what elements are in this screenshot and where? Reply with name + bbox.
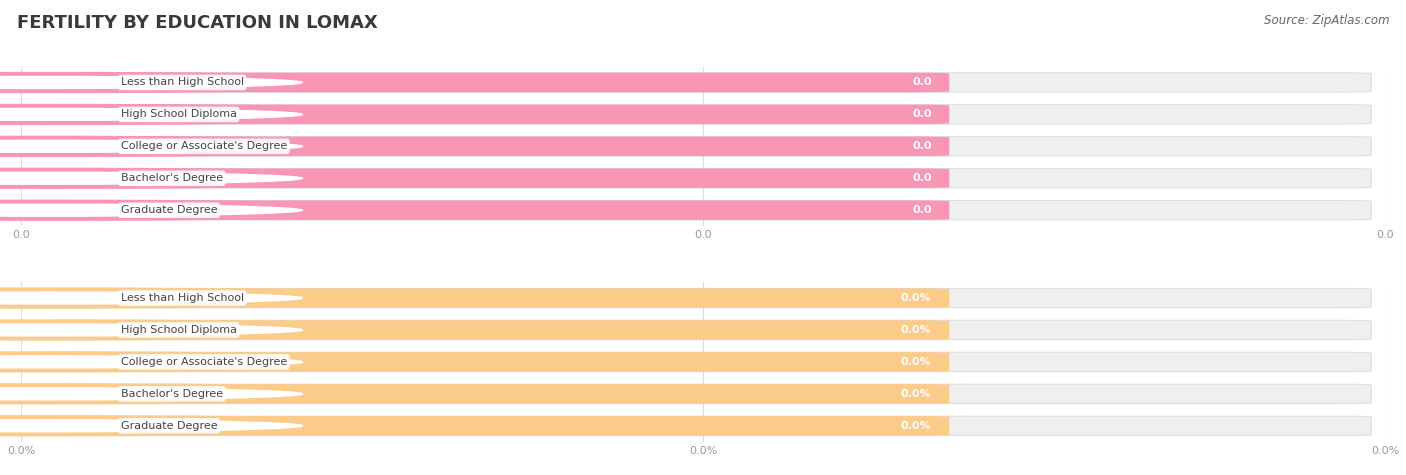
Text: Less than High School: Less than High School bbox=[121, 77, 243, 87]
Text: 0.0%: 0.0% bbox=[901, 357, 932, 367]
Text: 0.0%: 0.0% bbox=[901, 293, 932, 303]
FancyBboxPatch shape bbox=[39, 104, 1371, 124]
FancyBboxPatch shape bbox=[39, 416, 1371, 436]
Text: 0.0: 0.0 bbox=[912, 77, 932, 87]
FancyBboxPatch shape bbox=[39, 137, 949, 156]
Circle shape bbox=[0, 76, 302, 88]
Text: College or Associate's Degree: College or Associate's Degree bbox=[121, 357, 287, 367]
FancyBboxPatch shape bbox=[39, 104, 949, 124]
Circle shape bbox=[0, 136, 472, 156]
Circle shape bbox=[0, 108, 302, 120]
Text: High School Diploma: High School Diploma bbox=[121, 325, 236, 335]
Circle shape bbox=[0, 352, 472, 372]
FancyBboxPatch shape bbox=[39, 200, 1371, 220]
Text: 0.0: 0.0 bbox=[912, 173, 932, 183]
Circle shape bbox=[0, 324, 302, 336]
FancyBboxPatch shape bbox=[39, 352, 949, 371]
Text: 0.0%: 0.0% bbox=[901, 421, 932, 431]
FancyBboxPatch shape bbox=[39, 416, 949, 436]
FancyBboxPatch shape bbox=[39, 320, 949, 340]
FancyBboxPatch shape bbox=[39, 137, 1371, 156]
Text: High School Diploma: High School Diploma bbox=[121, 109, 236, 119]
FancyBboxPatch shape bbox=[39, 169, 949, 188]
Text: Graduate Degree: Graduate Degree bbox=[121, 205, 218, 215]
Text: Source: ZipAtlas.com: Source: ZipAtlas.com bbox=[1264, 14, 1389, 27]
Circle shape bbox=[0, 384, 472, 404]
FancyBboxPatch shape bbox=[39, 288, 1371, 308]
Text: 0.0%: 0.0% bbox=[901, 325, 932, 335]
FancyBboxPatch shape bbox=[39, 288, 949, 308]
Text: FERTILITY BY EDUCATION IN LOMAX: FERTILITY BY EDUCATION IN LOMAX bbox=[17, 14, 378, 32]
Circle shape bbox=[0, 140, 302, 152]
FancyBboxPatch shape bbox=[39, 320, 1371, 340]
Circle shape bbox=[0, 168, 472, 188]
Circle shape bbox=[0, 388, 302, 400]
Circle shape bbox=[0, 292, 302, 304]
Text: 0.0%: 0.0% bbox=[901, 389, 932, 399]
Circle shape bbox=[0, 172, 302, 184]
Text: 0.0: 0.0 bbox=[912, 205, 932, 215]
Circle shape bbox=[0, 104, 472, 124]
Text: College or Associate's Degree: College or Associate's Degree bbox=[121, 142, 287, 152]
Circle shape bbox=[0, 73, 472, 93]
FancyBboxPatch shape bbox=[39, 73, 949, 92]
Circle shape bbox=[0, 320, 472, 340]
Circle shape bbox=[0, 204, 302, 216]
Circle shape bbox=[0, 288, 472, 308]
Text: Bachelor's Degree: Bachelor's Degree bbox=[121, 173, 222, 183]
Text: 0.0: 0.0 bbox=[912, 109, 932, 119]
FancyBboxPatch shape bbox=[39, 352, 1371, 371]
FancyBboxPatch shape bbox=[39, 384, 949, 404]
FancyBboxPatch shape bbox=[39, 200, 949, 220]
Text: Bachelor's Degree: Bachelor's Degree bbox=[121, 389, 222, 399]
FancyBboxPatch shape bbox=[39, 169, 1371, 188]
FancyBboxPatch shape bbox=[39, 384, 1371, 404]
Circle shape bbox=[0, 420, 302, 432]
Text: 0.0: 0.0 bbox=[912, 142, 932, 152]
Text: Less than High School: Less than High School bbox=[121, 293, 243, 303]
Circle shape bbox=[0, 356, 302, 368]
Text: Graduate Degree: Graduate Degree bbox=[121, 421, 218, 431]
Circle shape bbox=[0, 200, 472, 220]
FancyBboxPatch shape bbox=[39, 73, 1371, 92]
Circle shape bbox=[0, 416, 472, 436]
